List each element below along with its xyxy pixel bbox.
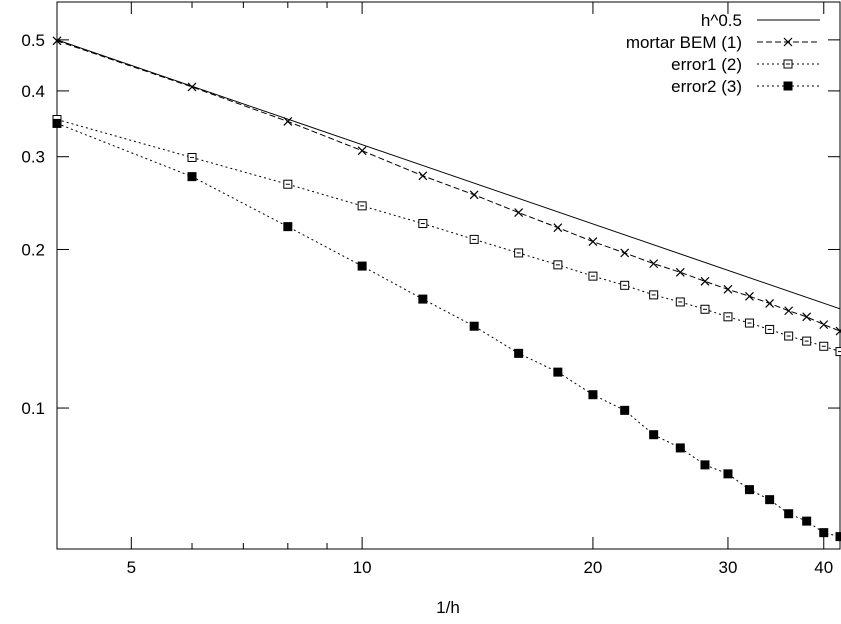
data-point-series-2 [469,234,479,244]
data-point-series-3 [802,516,812,526]
data-point-series-2 [187,152,197,162]
data-point-series-2 [784,331,794,341]
data-point-series-1 [588,237,598,247]
data-point-series-3 [620,405,630,415]
plot-frame [56,1,841,550]
data-point-series-1 [819,320,829,330]
series-line-0 [56,39,841,310]
data-point-series-1 [283,117,293,126]
legend-label: h^0.5 [701,11,742,30]
data-point-series-1 [418,171,428,181]
legend-marker [783,81,793,91]
data-point-series-3 [514,348,524,358]
data-point-series-1 [765,298,775,308]
data-point-series-1 [700,276,710,286]
legend-label: error2 (3) [671,77,742,96]
data-point-series-1 [802,312,812,322]
x-tick-label: 10 [353,558,372,577]
series-line-3 [56,122,841,538]
data-point-series-3 [744,485,754,495]
data-point-series-3 [675,443,685,453]
data-point-series-1 [835,326,841,336]
x-tick-label: 40 [814,558,833,577]
legend-marker [783,59,793,69]
data-point-series-2 [649,290,659,300]
data-point-series-2 [802,336,812,346]
data-point-series-3 [187,172,197,182]
data-point-series-2 [357,201,367,211]
series-lines [56,39,841,538]
x-tick-label: 5 [127,558,136,577]
data-markers [52,36,841,542]
data-point-series-3 [784,509,794,519]
data-point-series-1 [649,259,659,269]
data-point-series-1 [469,190,479,200]
data-point-series-3 [588,390,598,400]
y-tick-label: 0.5 [21,31,45,50]
x-tick-label: 20 [583,558,602,577]
data-point-series-3 [700,460,710,470]
data-point-series-2 [514,248,524,258]
data-point-series-3 [418,294,428,304]
data-point-series-2 [620,280,630,290]
data-point-series-1 [514,208,524,218]
data-point-series-2 [283,179,293,189]
data-point-series-1 [745,291,754,301]
data-point-series-1 [620,248,630,258]
y-tick-label: 0.1 [21,399,45,418]
data-point-series-2 [553,260,563,270]
x-tick-label: 30 [718,558,737,577]
data-point-series-3 [723,469,733,479]
series-line-1 [56,40,841,332]
data-point-series-2 [700,304,710,314]
data-point-series-3 [819,528,829,538]
data-point-series-1 [723,284,733,294]
series-line-2 [56,119,841,353]
legend: h^0.5 mortar BEM (1) error1 (2) error2 (3) [626,11,820,96]
data-point-series-3 [283,222,293,232]
data-point-series-1 [553,223,563,233]
data-point-series-2 [835,347,841,357]
legend-marker [783,37,793,47]
data-point-series-2 [418,219,428,229]
data-point-series-3 [765,495,775,505]
data-point-series-1 [52,36,62,46]
legend-label: error1 (2) [671,55,742,74]
data-point-series-3 [357,261,367,271]
axis-ticks: 5 10 20 30 40 0.1 0.2 0.3 0.4 0.5 [21,2,840,577]
data-point-series-3 [553,367,563,377]
y-tick-label: 0.2 [21,240,45,259]
legend-label: mortar BEM (1) [626,33,742,52]
data-point-series-2 [765,324,775,334]
data-point-series-3 [469,321,479,331]
data-point-series-2 [675,297,685,307]
y-tick-label: 0.3 [21,148,45,167]
y-tick-label: 0.4 [21,82,45,101]
data-point-series-3 [835,532,841,542]
data-point-series-2 [588,271,598,281]
data-point-series-1 [784,306,794,316]
data-point-series-1 [187,82,197,92]
data-point-series-3 [649,430,659,440]
data-point-series-2 [744,318,754,328]
data-point-series-2 [723,312,733,322]
data-point-series-1 [357,146,367,156]
data-point-series-2 [819,341,829,351]
x-axis-title: 1/h [436,598,460,617]
data-point-series-3 [52,118,62,128]
data-point-series-1 [675,267,685,277]
